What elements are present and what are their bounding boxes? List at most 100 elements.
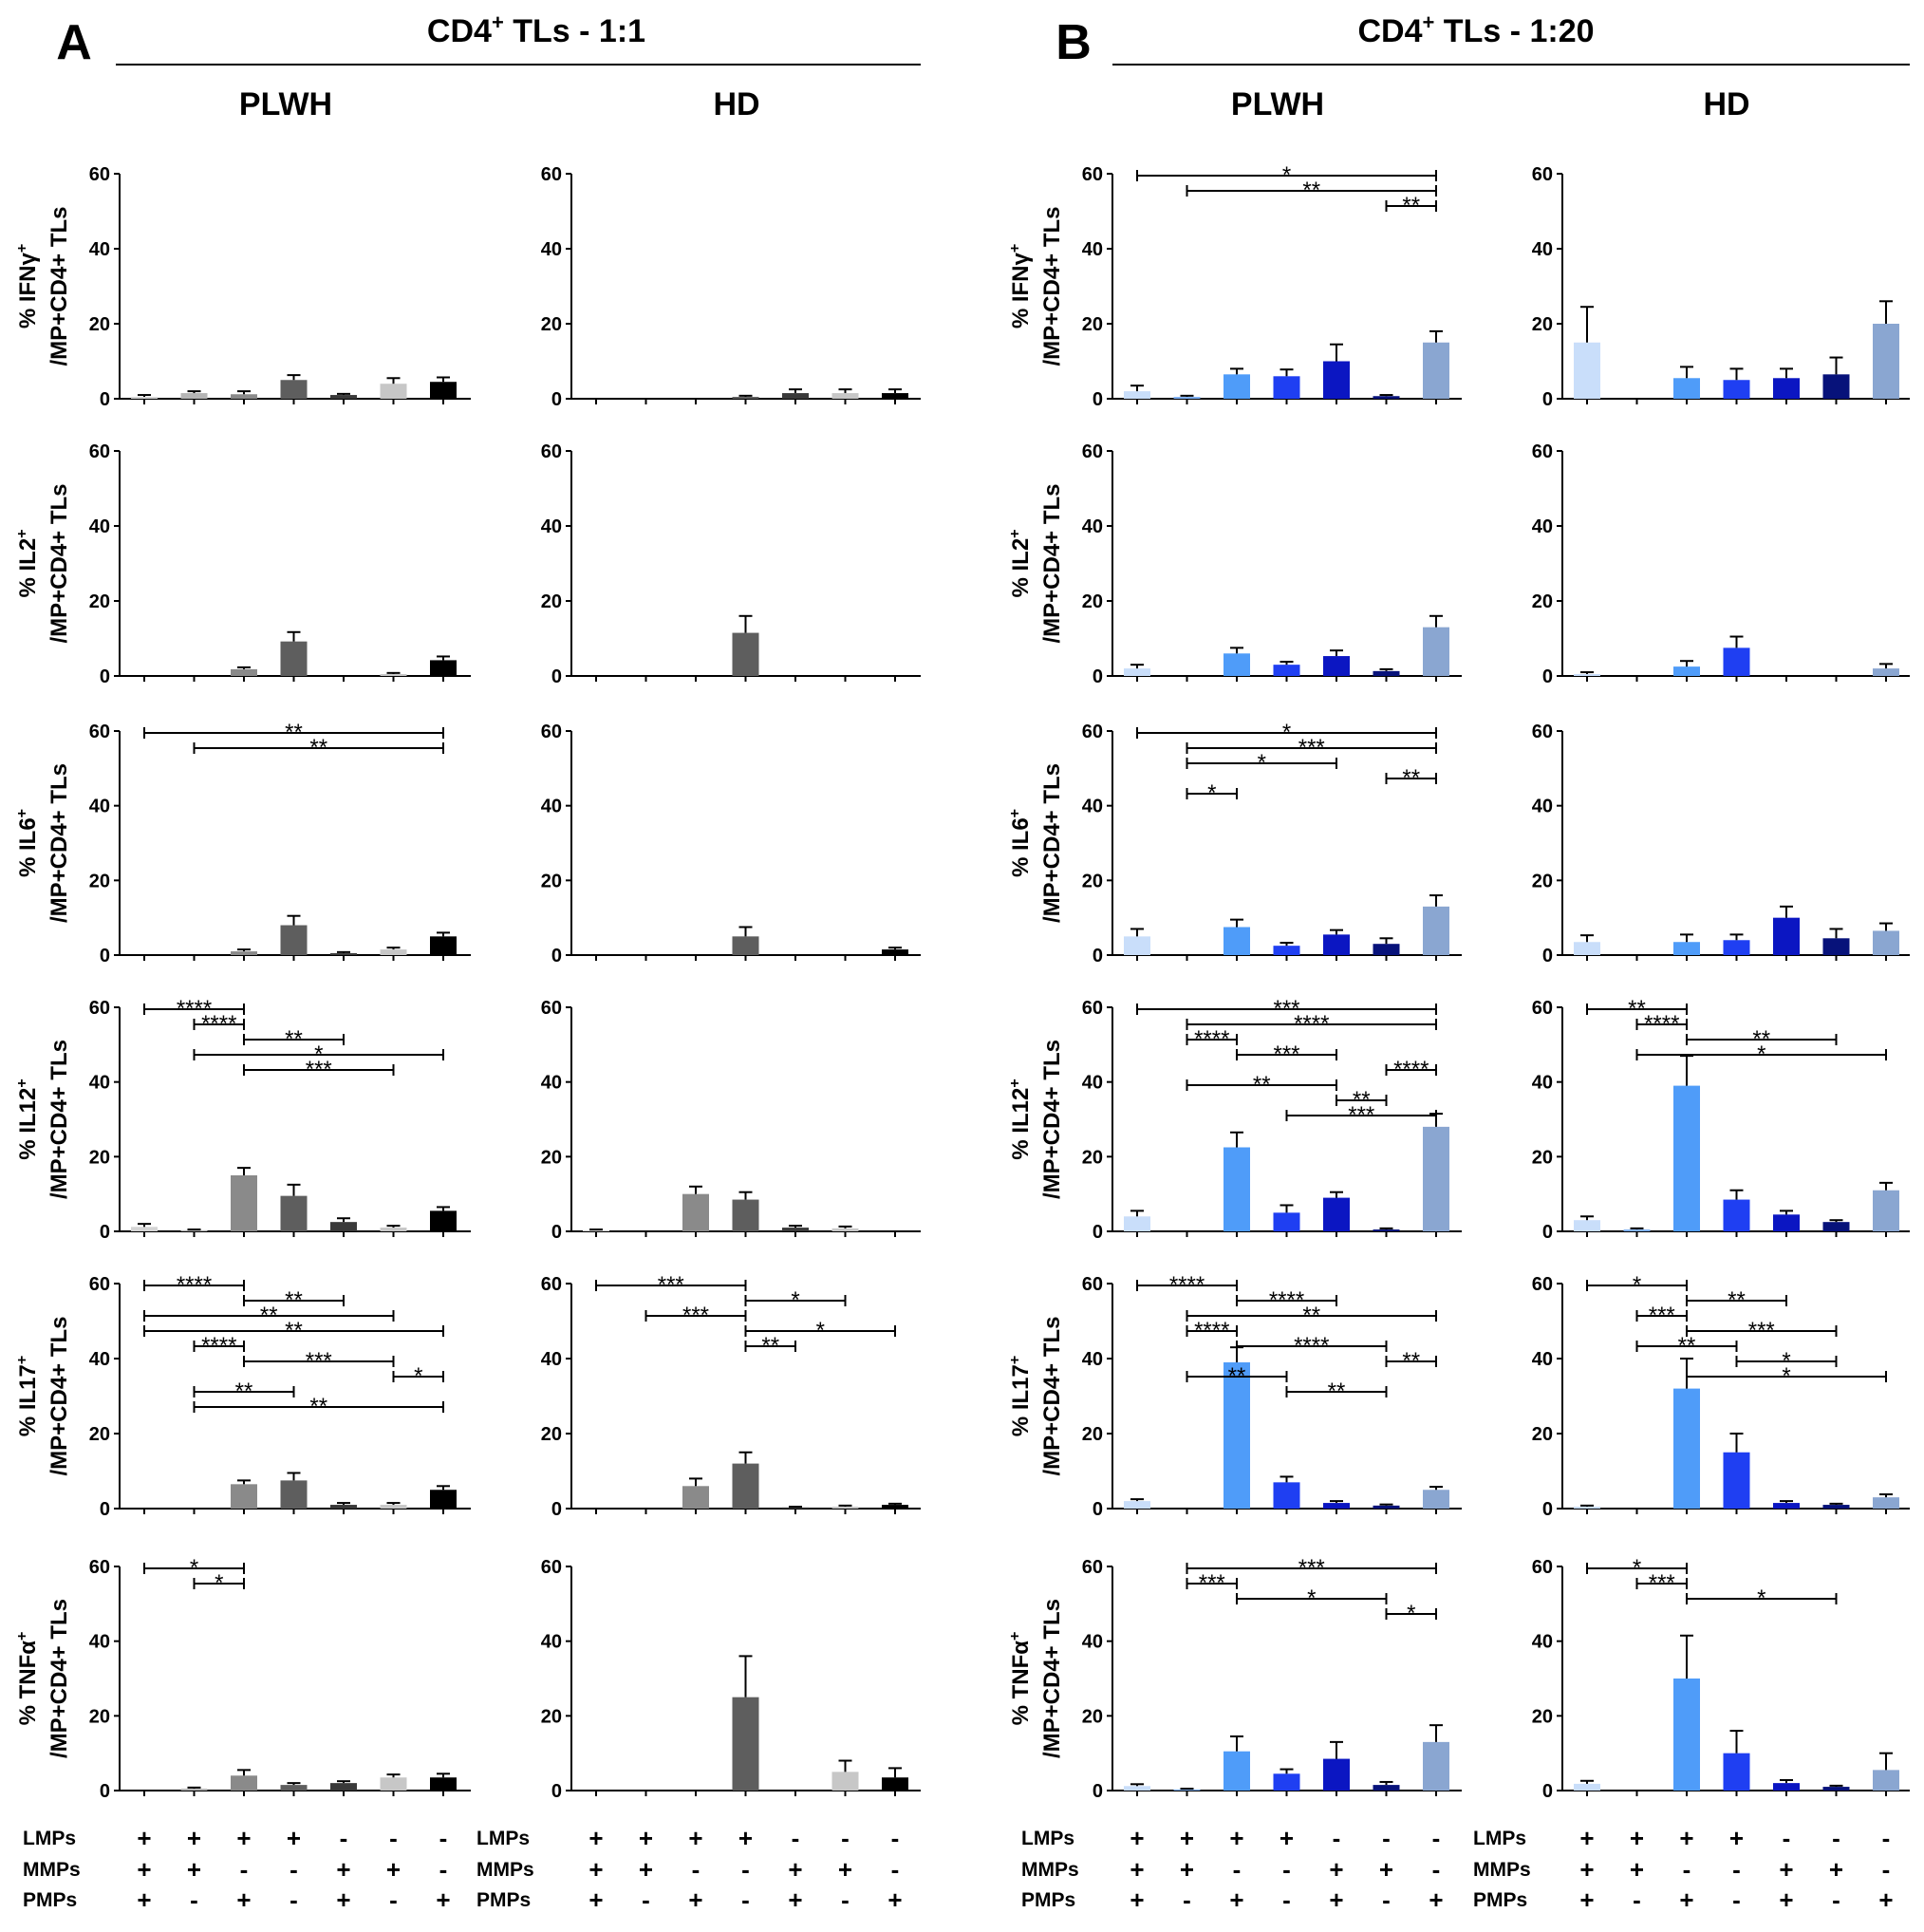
sig-label: *: [1207, 780, 1216, 806]
bar: [682, 1486, 709, 1509]
y-tick-label: 20: [89, 1706, 110, 1727]
condition-label: LMPs: [1021, 1828, 1074, 1849]
bar: [330, 395, 357, 399]
panel-title-rest: TLs - 1:1: [504, 13, 645, 49]
sig-label: ****: [1294, 1333, 1329, 1359]
y-tick-label: 40: [1082, 797, 1103, 817]
sig-label: **: [1402, 1348, 1420, 1374]
y-tick-label: 0: [1093, 389, 1103, 410]
condition-sign: +: [688, 1824, 702, 1852]
condition-sign: +: [1130, 1855, 1144, 1884]
bar: [732, 1199, 759, 1231]
panel-title-rest: TLs - 1:20: [1434, 13, 1594, 49]
condition-sign: +: [1329, 1855, 1343, 1884]
y-tick-label: 20: [89, 314, 110, 335]
y-tick-label: 0: [100, 389, 110, 410]
condition-sign: +: [287, 1824, 301, 1852]
sig-label: **: [1253, 1072, 1271, 1097]
panel-title-sup: +: [1423, 10, 1435, 34]
bar: [1323, 1197, 1350, 1231]
y-axis-label: % IL12+/MP+CD4+ TLs: [14, 1040, 72, 1199]
bar: [380, 1228, 407, 1231]
y-tick-label: 40: [541, 239, 562, 260]
y-axis-label-line1: % IL17+: [1007, 1356, 1034, 1436]
condition-table: LMPs + + + + - - -MMPs + + - - + + -PMPs + - + - + - +: [1473, 1824, 1894, 1914]
sig-label: **: [309, 735, 327, 760]
y-tick-label: 60: [541, 1274, 562, 1295]
y-tick-label: 40: [89, 1073, 110, 1094]
bar: [1723, 647, 1750, 676]
sig-label: ****: [201, 1011, 236, 1037]
bar: [782, 1228, 809, 1231]
chart-A-hd-0: 0 20 40 60: [541, 164, 921, 410]
sig-label: ***: [1199, 1570, 1225, 1596]
y-tick-label: 60: [1082, 164, 1103, 185]
bar: [882, 393, 908, 399]
y-tick-label: 0: [551, 1781, 562, 1802]
y-tick-label: 0: [1542, 1222, 1553, 1243]
condition-sign: -: [1732, 1855, 1741, 1884]
y-tick-label: 20: [1082, 1424, 1103, 1445]
y-tick-label: 60: [1082, 1274, 1103, 1295]
condition-sign: +: [1429, 1885, 1443, 1914]
sig-label: ***: [658, 1272, 684, 1298]
condition-sign: +: [1229, 1824, 1243, 1852]
condition-sign: +: [336, 1885, 350, 1914]
bar: [1124, 1786, 1150, 1791]
y-axis-label: % TNFα+/MP+CD4+ TLs: [14, 1599, 72, 1758]
sig-label: **: [761, 1333, 779, 1359]
bar: [280, 925, 308, 955]
condition-sign: -: [290, 1855, 298, 1884]
bar: [231, 1175, 257, 1231]
bar: [1423, 1741, 1449, 1791]
y-tick-label: 60: [541, 164, 562, 185]
bar: [280, 380, 308, 399]
y-tick-label: 40: [1082, 1632, 1103, 1653]
y-axis-label: % TNFα+/MP+CD4+ TLs: [1007, 1599, 1065, 1758]
y-tick-label: 40: [1532, 1632, 1553, 1653]
column-header: PLWH: [1231, 86, 1324, 122]
sig-label: *: [1782, 1348, 1790, 1374]
y-tick-label: 0: [100, 1781, 110, 1802]
condition-sign: +: [236, 1885, 251, 1914]
y-axis-label-line2: /MP+CD4+ TLs: [47, 1040, 72, 1199]
y-axis-label-line1: % IL12+: [14, 1079, 41, 1159]
panel-title-sup: +: [492, 10, 504, 34]
bar: [180, 1789, 208, 1791]
bar: [1373, 670, 1400, 676]
condition-sign: -: [792, 1824, 800, 1852]
bar: [682, 1193, 709, 1231]
y-tick-label: 0: [1093, 1222, 1103, 1243]
condition-table: LMPs + + + + - - -MMPs + + - - + + -PMPs + - + - + - +: [1021, 1824, 1444, 1914]
bar: [1423, 906, 1449, 955]
sig-label: *: [1782, 1363, 1790, 1389]
bar: [1873, 324, 1899, 399]
y-axis-label-line1: % IL12+: [1007, 1079, 1034, 1159]
condition-sign: -: [389, 1824, 398, 1852]
y-tick-label: 20: [1082, 314, 1103, 335]
y-label-sup: +: [1007, 809, 1023, 817]
bar: [1822, 1222, 1850, 1231]
y-tick-label: 40: [1082, 1073, 1103, 1094]
bar: [1873, 1770, 1899, 1791]
bar: [1574, 674, 1600, 676]
y-tick-label: 20: [89, 871, 110, 891]
condition-table: LMPs + + + + - - -MMPs + + - - + + -PMPs + - + - + - +: [476, 1824, 903, 1914]
bar: [1873, 1190, 1899, 1231]
bar: [1124, 391, 1150, 399]
bar: [1173, 1789, 1201, 1791]
y-tick-label: 0: [1542, 1499, 1553, 1520]
condition-label: PMPs: [476, 1889, 531, 1911]
y-label-sup: +: [1007, 1079, 1023, 1087]
bar: [1873, 1497, 1899, 1509]
y-tick-label: 20: [89, 1147, 110, 1168]
sig-label: ***: [306, 1057, 332, 1082]
sig-label: *: [215, 1570, 223, 1596]
bar: [280, 641, 308, 676]
y-tick-label: 40: [89, 797, 110, 817]
condition-sign: -: [439, 1855, 448, 1884]
y-tick-label: 60: [541, 1557, 562, 1578]
y-tick-label: 40: [1532, 797, 1553, 817]
sig-label: *: [1307, 1585, 1316, 1611]
